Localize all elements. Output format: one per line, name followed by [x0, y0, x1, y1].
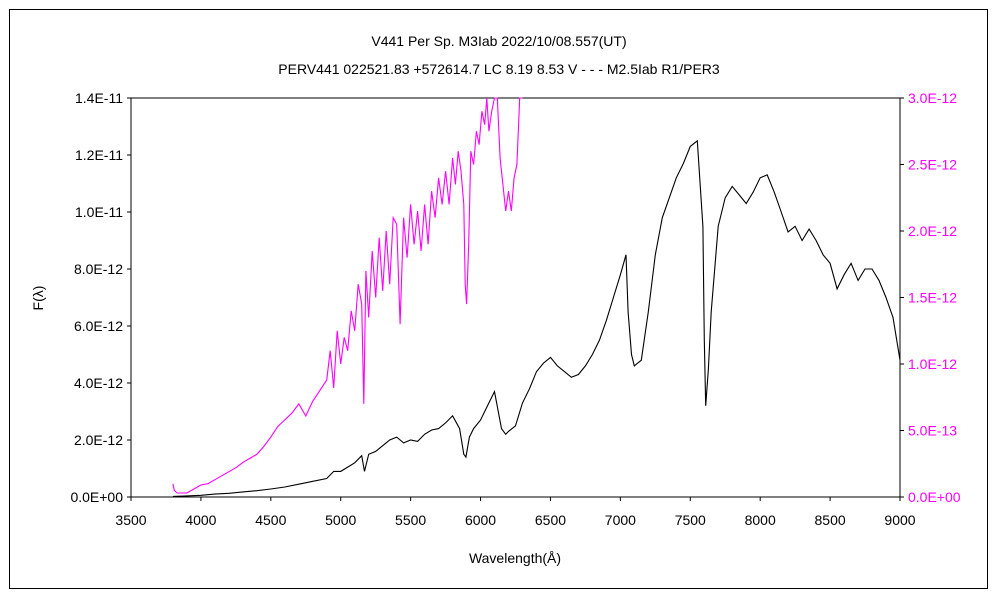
- series-layer: [172, 97, 901, 497]
- y2-tick-label: 1.0E-12: [908, 356, 957, 372]
- x-tick-label: 5000: [325, 512, 356, 528]
- y-axis-label: F(λ): [30, 286, 46, 311]
- series-line-left-axis: [172, 139, 901, 497]
- y-tick-label: 4.0E-12: [74, 375, 123, 391]
- y2-tick-label: 0.0E+00: [908, 489, 961, 505]
- chart-frame: V441 Per Sp. M3Iab 2022/10/08.557(UT) PE…: [9, 9, 988, 589]
- x-tick-label: 8000: [745, 512, 776, 528]
- chart-subtitle: PERV441 022521.83 +572614.7 LC 8.19 8.53…: [278, 61, 720, 77]
- x-tick-label: 6000: [465, 512, 496, 528]
- y2-tick-label: 2.5E-12: [908, 157, 957, 173]
- x-tick-label: 3500: [115, 512, 146, 528]
- x-axis-ticks: 3500 4000 4500 5000 5500 6000 6500 7000 7500 8000…: [115, 497, 916, 528]
- chart-title: V441 Per Sp. M3Iab 2022/10/08.557(UT): [371, 33, 626, 49]
- y-tick-label: 2.0E-12: [74, 432, 123, 448]
- y2-axis-ticks: 0.0E+00 5.0E-13 1.0E-12 1.5E-12 2.0E-12 2.5E-…: [900, 90, 961, 505]
- x-tick-label: 5500: [395, 512, 426, 528]
- y-axis-ticks: 0.0E+00 2.0E-12 4.0E-12 6.0E-12 8.0E-12 1.0E-…: [70, 90, 131, 505]
- y-tick-label: 1.2E-11: [75, 147, 123, 163]
- x-tick-label: 7500: [675, 512, 706, 528]
- x-tick-label: 9000: [884, 512, 915, 528]
- y-tick-label: 8.0E-12: [74, 261, 123, 277]
- y2-tick-label: 1.5E-12: [908, 290, 957, 306]
- plot-area: [130, 97, 901, 498]
- series-line-right-axis: [172, 97, 523, 494]
- x-axis-label: Wavelength(Å): [469, 550, 561, 566]
- spectrum-chart: V441 Per Sp. M3Iab 2022/10/08.557(UT) PE…: [30, 33, 961, 566]
- x-tick-label: 7000: [605, 512, 636, 528]
- x-tick-label: 4000: [185, 512, 216, 528]
- y-tick-label: 0.0E+00: [70, 489, 123, 505]
- y-tick-label: 1.0E-11: [75, 204, 123, 220]
- y-tick-label: 6.0E-12: [74, 318, 123, 334]
- y2-tick-label: 3.0E-12: [908, 90, 957, 106]
- y2-tick-label: 2.0E-12: [908, 223, 957, 239]
- x-tick-label: 6500: [535, 512, 566, 528]
- y-tick-label: 1.4E-11: [75, 90, 123, 106]
- x-tick-label: 4500: [255, 512, 286, 528]
- y2-tick-label: 5.0E-13: [908, 423, 957, 439]
- x-tick-label: 8500: [815, 512, 846, 528]
